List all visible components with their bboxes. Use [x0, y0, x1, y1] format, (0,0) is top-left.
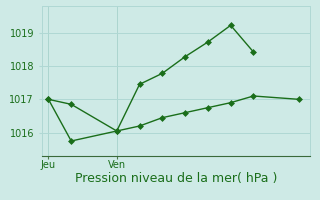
X-axis label: Pression niveau de la mer( hPa ): Pression niveau de la mer( hPa ) [75, 172, 277, 185]
